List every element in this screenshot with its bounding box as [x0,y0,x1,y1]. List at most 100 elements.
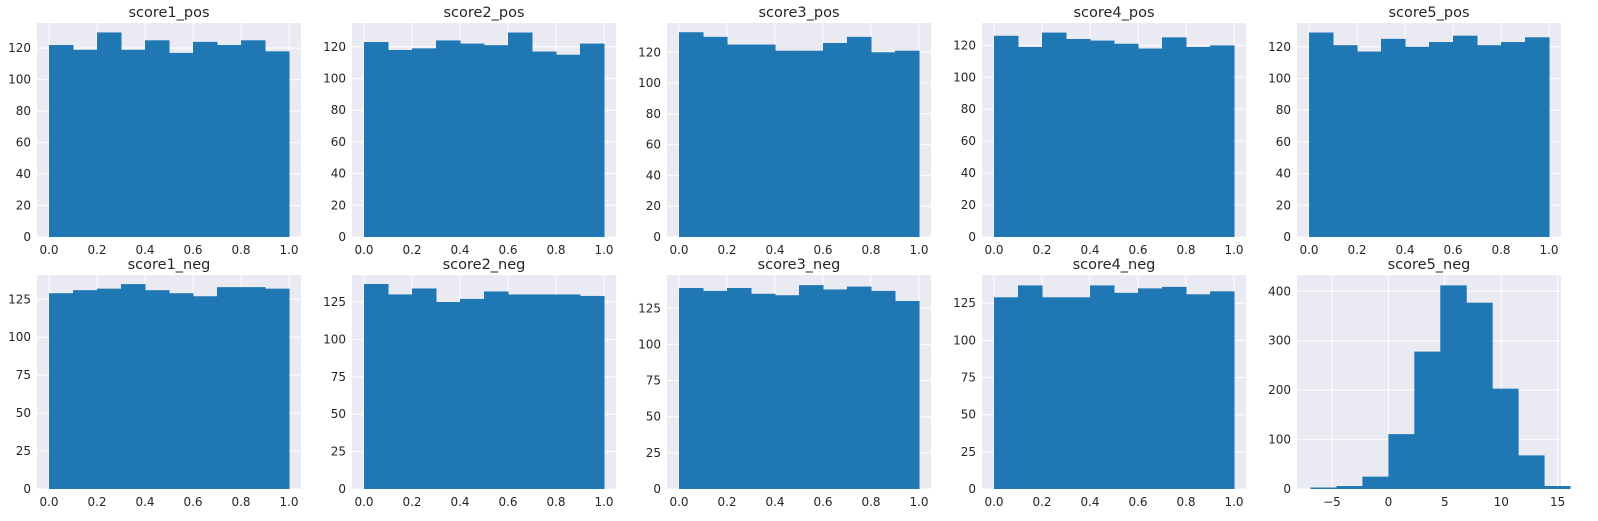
histogram-bar [751,293,776,489]
y-tick-label: 80 [961,102,976,116]
x-tick-label: 0.6 [1128,495,1147,509]
histogram-bar [388,49,413,237]
x-tick-label: 0.0 [984,495,1003,509]
histogram-bar [994,35,1019,237]
histogram-bar [1186,46,1211,237]
subplot-score2_neg: 0.0 0.2 0.4 0.6 0.8 1.0 0 25 50 75 100 125 score2_ne… [323,257,616,509]
subplot-title: score2_neg [443,257,526,273]
x-tick-label: 0.6 [183,495,202,509]
x-tick-label: 0.2 [402,495,421,509]
histogram-bar [1388,434,1415,489]
histogram-bar [1429,42,1454,238]
histogram-bar [1544,486,1571,489]
histogram-bar [1114,292,1139,489]
histogram-bar [751,44,776,237]
histogram-bar [1162,37,1187,237]
x-tick-label: 1.0 [279,495,298,509]
y-tick-label: 25 [331,445,346,459]
x-tick-label: 15 [1550,495,1565,509]
y-tick-label: 60 [331,135,346,149]
y-tick-label: 0 [1283,482,1291,496]
histogram-bar [703,36,728,238]
histogram-bar [217,45,242,237]
histogram-bar [532,294,557,489]
x-tick-label: 0.4 [1080,243,1099,257]
subplot-score2_pos: 0.0 0.2 0.4 0.6 0.8 1.0 0 20 40 60 80 100 120 score2_… [323,5,616,257]
histogram-bar [1066,297,1091,489]
y-tick-label: 75 [331,370,346,384]
histogram-bar [1492,388,1519,489]
y-tick-label: 120 [953,38,976,52]
histogram-bar [727,288,752,489]
histogram-bar [412,288,437,489]
y-tick-label: 80 [16,104,31,118]
histogram-bar [1042,297,1067,489]
y-tick-label: 60 [16,136,31,150]
histogram-bar [460,298,485,489]
histogram-bar [556,294,581,489]
y-tick-label: 0 [968,230,976,244]
y-tick-label: 120 [638,45,661,59]
subplot-score1_pos: 0.0 0.2 0.4 0.6 0.8 1.0 0 20 40 60 80 100 120 score1_… [8,5,301,257]
histogram-bar [1309,32,1334,238]
histogram-bar [169,52,194,237]
y-tick-label: 50 [646,410,661,424]
y-tick-label: 20 [961,198,976,212]
y-tick-label: 20 [646,199,661,213]
histogram-bar [799,50,824,237]
x-tick-label: 0.0 [669,495,688,509]
histogram-bar [1440,285,1467,489]
y-tick-label: 75 [16,368,31,382]
histogram-bar [847,36,872,238]
histogram-bar [1501,42,1526,238]
x-tick-label: 0.8 [1176,243,1195,257]
histogram-bar [775,50,800,237]
y-tick-label: 25 [646,446,661,460]
y-tick-label: 100 [8,73,31,87]
histogram-bar [703,290,728,489]
histogram-bar [1210,45,1235,237]
x-tick-label: 0.6 [813,495,832,509]
histogram-bar [49,45,74,237]
histogram-bar [1362,476,1389,489]
x-tick-label: 0.8 [1176,495,1195,509]
subplot-score4_pos: 0.0 0.2 0.4 0.6 0.8 1.0 0 20 40 60 80 100 120 score4_… [953,5,1246,257]
subplot-title: score2_pos [443,5,524,21]
x-tick-label: 0.2 [87,243,106,257]
histogram-bar [1210,291,1235,489]
histogram-bar [1042,32,1067,237]
y-tick-label: 40 [16,167,31,181]
histogram-bar [364,283,389,489]
y-tick-label: 60 [1276,135,1291,149]
x-tick-label: 1.0 [909,243,928,257]
histogram-bar [1357,51,1382,238]
x-tick-label: 0.6 [1128,243,1147,257]
x-tick-label: 0.0 [39,243,58,257]
histogram-bar [436,301,461,489]
subplot-score3_neg: 0.0 0.2 0.4 0.6 0.8 1.0 0 25 50 75 100 125 score3_ne… [638,257,931,509]
subplot-score4_neg: 0.0 0.2 0.4 0.6 0.8 1.0 0 25 50 75 100 125 score4_ne… [953,257,1246,509]
y-tick-label: 120 [1268,40,1291,54]
y-tick-label: 75 [961,371,976,385]
histogram-bar [895,301,920,489]
y-tick-label: 20 [331,198,346,212]
histogram-bar [97,32,122,237]
histogram-bar [265,51,290,237]
y-tick-label: 120 [8,41,31,55]
x-tick-label: 0.2 [1347,243,1366,257]
x-tick-label: 0.6 [1443,243,1462,257]
histogram-bar [193,296,218,489]
x-tick-label: 1.0 [1539,243,1558,257]
subplot-title: score1_neg [128,257,211,273]
x-tick-label: 1.0 [279,243,298,257]
x-tick-label: 1.0 [1224,495,1243,509]
histogram-bar [1090,40,1115,237]
x-tick-label: 1.0 [594,243,613,257]
y-tick-label: 100 [638,76,661,90]
histogram-bar [1333,45,1358,237]
subplot-score1_neg: 0.0 0.2 0.4 0.6 0.8 1.0 0 25 50 75 100 125 score1_ne… [8,257,301,509]
y-tick-label: 40 [331,167,346,181]
histogram-bar [679,288,704,489]
y-tick-label: 125 [323,295,346,309]
